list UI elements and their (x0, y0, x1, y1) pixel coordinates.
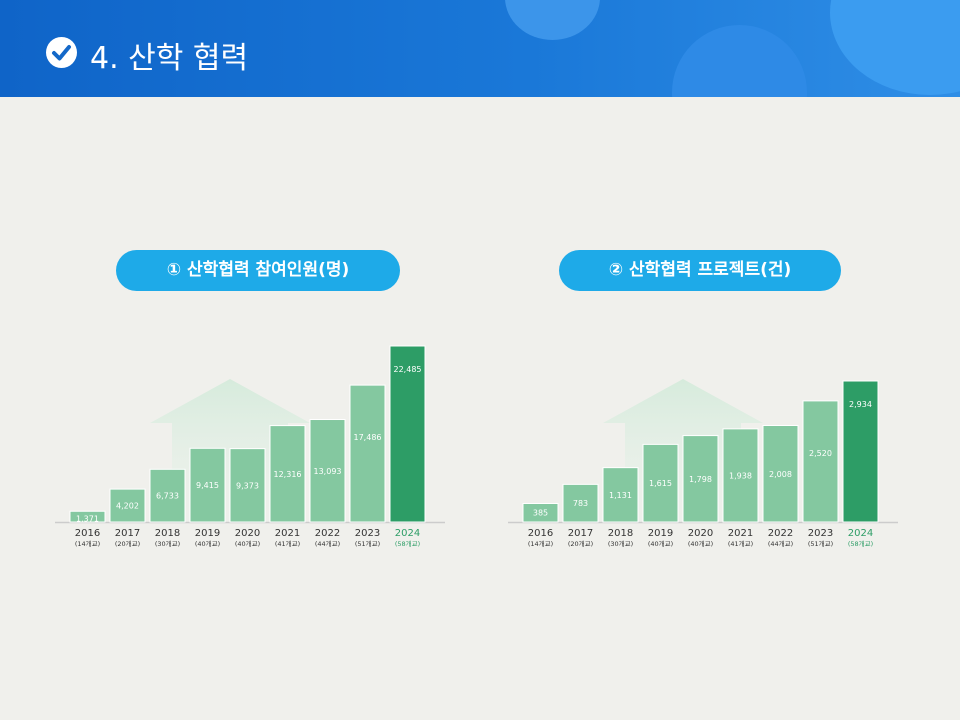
tick-label-schools: (14개교) (75, 539, 100, 548)
projects-bar-chart: 385 2016(14개교) 783 2017(20개교) 1,131 2018(30개교… (508, 379, 898, 548)
tick-label-schools: (40개교) (195, 539, 220, 548)
tick-label-year: 2024 (848, 528, 873, 539)
bar (682, 435, 719, 523)
tick-label-year: 2018 (608, 528, 633, 539)
tick-label-schools: (20개교) (115, 539, 140, 548)
data-label: 1,938 (729, 471, 752, 480)
bar (389, 345, 426, 523)
tick-label-year: 2023 (808, 528, 833, 539)
tick-label-year: 2023 (355, 528, 380, 539)
bar (562, 483, 599, 523)
decorative-circle (505, 0, 600, 40)
bar (269, 425, 306, 523)
data-label: 2,934 (849, 400, 872, 409)
data-label: 17,486 (354, 433, 382, 442)
data-label: 1,371 (76, 514, 99, 523)
data-label: 13,093 (314, 467, 342, 476)
bar (602, 467, 639, 523)
tick-label-year: 2020 (688, 528, 713, 539)
chart-title-participants: ① 산학협력 참여인원(명) (116, 250, 400, 291)
tick-label-year: 2016 (528, 528, 553, 539)
tick-label-year: 2018 (155, 528, 180, 539)
page-title: 4. 산학 협력 (90, 41, 249, 76)
bar (762, 425, 799, 523)
bar (349, 384, 386, 523)
data-label: 783 (573, 499, 588, 508)
bar (69, 510, 106, 523)
decorative-circle (830, 0, 960, 95)
tick-label-schools: (40개교) (688, 539, 713, 548)
data-label: 2,008 (769, 470, 792, 479)
decorative-circle (672, 25, 807, 97)
tick-label-schools: (14개교) (528, 539, 553, 548)
bar (149, 468, 186, 523)
check-circle-icon (46, 37, 77, 68)
tick-label-schools: (51개교) (808, 539, 833, 548)
tick-label-year: 2017 (115, 528, 140, 539)
data-label: 6,733 (156, 492, 179, 501)
tick-label-year: 2017 (568, 528, 593, 539)
bar (189, 447, 226, 523)
tick-label-year: 2019 (195, 528, 220, 539)
bar (722, 428, 759, 523)
data-label: 1,798 (689, 475, 712, 484)
tick-label-year: 2016 (75, 528, 100, 539)
bar (309, 419, 346, 523)
tick-label-schools: (30개교) (155, 539, 180, 548)
tick-label-year: 2022 (315, 528, 340, 539)
tick-label-schools: (44개교) (768, 539, 793, 548)
data-label: 9,373 (236, 481, 259, 490)
tick-label-schools: (51개교) (355, 539, 380, 548)
data-label: 385 (533, 509, 548, 518)
data-label: 4,202 (116, 502, 139, 511)
tick-label-schools: (58개교) (848, 539, 873, 548)
tick-label-schools: (30개교) (608, 539, 633, 548)
header-banner: 4. 산학 협력 (0, 0, 960, 97)
bar (109, 488, 146, 523)
participants-bar-chart: 1,3712016(14개교)4,2022017(20개교)6,7332018(… (55, 345, 445, 548)
tick-label-year: 2021 (728, 528, 753, 539)
bar (522, 502, 559, 523)
tick-label-schools: (41개교) (275, 539, 300, 548)
data-label: 9,415 (196, 481, 219, 490)
data-label: 12,316 (274, 470, 302, 479)
bar (229, 448, 266, 523)
tick-label-year: 2024 (395, 528, 420, 539)
tick-label-schools: (41개교) (728, 539, 753, 548)
data-label: 22,485 (394, 365, 422, 374)
tick-label-schools: (44개교) (315, 539, 340, 548)
tick-label-schools: (20개교) (568, 539, 593, 548)
data-label: 1,131 (609, 491, 632, 500)
data-label: 1,615 (649, 479, 672, 488)
tick-label-schools: (40개교) (648, 539, 673, 548)
bar (642, 443, 679, 523)
tick-label-schools: (40개교) (235, 539, 260, 548)
data-label: 2,520 (809, 449, 832, 458)
chart-title-projects: ② 산학협력 프로젝트(건) (559, 250, 841, 291)
tick-label-schools: (58개교) (395, 539, 420, 548)
tick-label-year: 2020 (235, 528, 260, 539)
tick-label-year: 2021 (275, 528, 300, 539)
bar (842, 380, 879, 523)
tick-label-year: 2019 (648, 528, 673, 539)
bar (802, 400, 839, 523)
tick-label-year: 2022 (768, 528, 793, 539)
